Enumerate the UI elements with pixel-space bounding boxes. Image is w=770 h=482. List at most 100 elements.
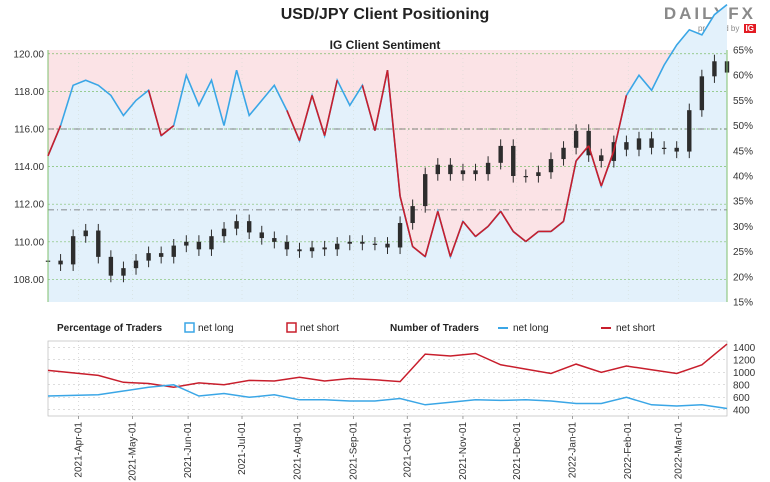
price-candle-body (536, 172, 541, 176)
date-tick-label: 2022-Jan-01 (568, 422, 579, 479)
price-candle-body (309, 247, 315, 252)
percentage-tick-label: 25% (733, 247, 753, 258)
price-candle-body (158, 253, 164, 257)
price-candle-body (548, 159, 554, 173)
sentiment-short-segment (613, 95, 628, 151)
date-tick-label: 2021-Jun-01 (183, 422, 194, 479)
sentiment-short-segment (512, 230, 527, 243)
price-candle-body (448, 164, 453, 175)
price-tick-label: 116.00 (14, 124, 44, 135)
percentage-axis: 65% 60% 55% 50% 45% 40% 35% 30% 25% 20% 15% (726, 46, 753, 309)
date-tick-label: 2021-Dec-01 (512, 422, 523, 480)
price-candle-body (561, 147, 566, 160)
date-tick-label: 2021-Apr-01 (74, 422, 85, 478)
reference-lines (48, 128, 727, 211)
price-tick-label: 118.00 (14, 87, 44, 98)
percentage-tick-label: 55% (733, 96, 753, 107)
price-candle-body (322, 247, 327, 250)
traders-gridlines (48, 341, 727, 416)
price-candle-body (335, 243, 340, 250)
sentiment-short-segment (462, 220, 477, 237)
price-candle-body (435, 164, 440, 175)
sentiment-short-segment (449, 221, 464, 257)
price-candle-body (184, 241, 189, 246)
price-candle-body (573, 130, 579, 148)
sentiment-short-segment (575, 145, 590, 162)
legend-pct-long: net long (198, 323, 234, 334)
price-candle-body (209, 236, 214, 250)
price-candle-body (259, 232, 264, 239)
price-candle-body (133, 260, 139, 269)
percentage-tick-label: 30% (733, 222, 753, 233)
price-candle-body (360, 241, 365, 244)
sentiment-short-segment (47, 125, 62, 157)
price-candle-body (397, 223, 403, 248)
price-tick-label: 114.00 (14, 162, 44, 173)
price-candle-body (423, 174, 428, 207)
price-candle-body (649, 138, 654, 148)
traders-tick-label: 1000 (733, 368, 756, 379)
price-candle-body (674, 147, 679, 152)
sentiment-short-segment (499, 210, 514, 232)
price-candle-body (96, 230, 101, 257)
price-candle-body (58, 260, 63, 265)
price-candle-body (511, 145, 516, 176)
traders-net-long-line (47, 384, 728, 410)
price-candle-body (599, 155, 604, 161)
sentiment-short-segment (525, 230, 539, 243)
percentage-tick-label: 40% (733, 172, 753, 183)
legend-num-short: net short (616, 323, 655, 334)
sentiment-short-segment (412, 245, 426, 258)
date-tick-label: 2022-Mar-01 (674, 422, 685, 480)
price-candle-body (687, 110, 692, 152)
legend-num-title: Number of Traders (390, 323, 479, 334)
sentiment-short-segment (562, 160, 577, 222)
price-candle-body (410, 206, 415, 224)
price-candle-body (523, 176, 529, 178)
price-candle-body (221, 228, 227, 237)
price-candle-body (498, 145, 503, 163)
price-candle-body (196, 241, 202, 250)
date-tick-label: 2021-Aug-01 (293, 422, 304, 480)
date-tick-label: 2022-Feb-01 (623, 422, 634, 480)
price-candle-body (473, 170, 478, 175)
price-candle-body (586, 130, 591, 156)
sentiment-short-segment (374, 69, 389, 131)
chart-title: USD/JPY Client Positioning (280, 6, 490, 23)
percentage-tick-label: 35% (733, 197, 753, 208)
date-axis: 2021-Apr-01 2021-May-01 2021-Jun-01 2021-Ju… (74, 416, 685, 481)
price-candle-body (636, 138, 642, 150)
legend-pct-short-swatch (286, 322, 297, 333)
traders-tick-label: 400 (733, 405, 750, 416)
percentage-tick-label: 45% (733, 146, 753, 157)
sentiment-short-segment (424, 211, 439, 257)
percentage-tick-label: 20% (733, 272, 753, 283)
price-candle-body (460, 170, 466, 175)
sentiment-short-segment (323, 80, 338, 136)
price-candle-body (234, 221, 239, 229)
price-candle-body (699, 76, 705, 111)
traders-tick-label: 800 (733, 380, 750, 391)
percentage-tick-label: 65% (733, 46, 753, 57)
sentiment-short-segment (286, 110, 301, 142)
ig-logo: IG (743, 24, 756, 33)
price-candle-body (284, 241, 290, 250)
percentage-tick-label: 15% (733, 298, 753, 309)
sentiment-short-segment (587, 145, 603, 187)
sentiment-short-segment (399, 195, 414, 247)
sentiment-short-segment (386, 70, 401, 197)
price-candle-body (70, 236, 76, 265)
percentage-tick-label: 60% (733, 71, 753, 82)
sentiment-short-segment (298, 95, 313, 141)
sentiment-short-segment (550, 220, 565, 233)
sentiment-short-segment (147, 90, 162, 136)
percentage-tick-label: 50% (733, 121, 753, 132)
price-candle-body (297, 249, 302, 252)
price-candle-body (712, 61, 717, 77)
price-candle-body (372, 243, 378, 245)
sentiment-short-segment (437, 211, 452, 257)
sentiment-short-segment (311, 95, 326, 136)
